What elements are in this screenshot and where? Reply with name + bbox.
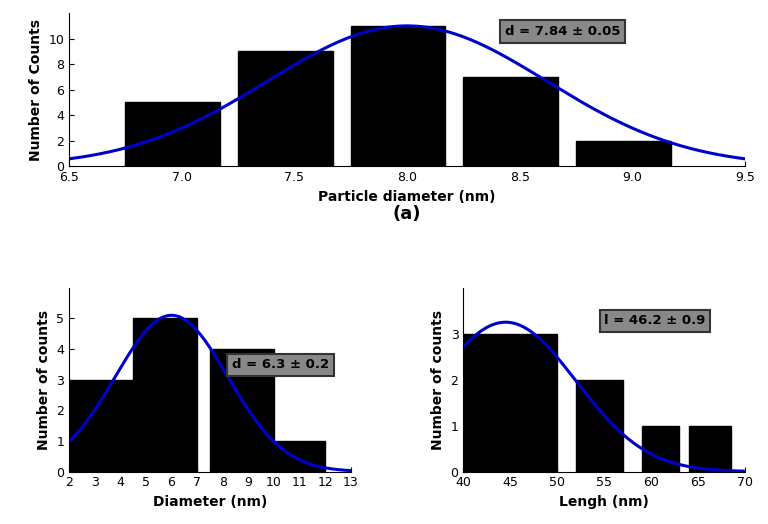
Bar <box>133 319 197 472</box>
Bar <box>238 51 333 166</box>
X-axis label: Lengh (nm): Lengh (nm) <box>559 495 649 509</box>
Bar <box>463 77 558 166</box>
Text: d = 6.3 ± 0.2: d = 6.3 ± 0.2 <box>232 358 329 372</box>
Text: d = 7.84 ± 0.05: d = 7.84 ± 0.05 <box>505 25 621 38</box>
X-axis label: Diameter (nm): Diameter (nm) <box>153 495 267 509</box>
Bar <box>274 441 325 472</box>
Text: l = 46.2 ± 0.9: l = 46.2 ± 0.9 <box>604 314 706 328</box>
Bar <box>576 380 623 472</box>
Bar <box>351 26 445 166</box>
Bar <box>510 334 558 472</box>
Y-axis label: Number of counts: Number of counts <box>431 310 445 450</box>
Y-axis label: Number of counts: Number of counts <box>37 310 51 450</box>
Bar <box>642 425 679 472</box>
Text: (a): (a) <box>392 205 422 223</box>
Y-axis label: Number of Counts: Number of Counts <box>29 19 43 161</box>
X-axis label: Particle diameter (nm): Particle diameter (nm) <box>318 190 496 204</box>
Bar <box>576 141 670 166</box>
Bar <box>69 380 133 472</box>
Bar <box>125 103 220 166</box>
Bar <box>210 349 274 472</box>
Bar <box>689 425 731 472</box>
Bar <box>463 334 510 472</box>
